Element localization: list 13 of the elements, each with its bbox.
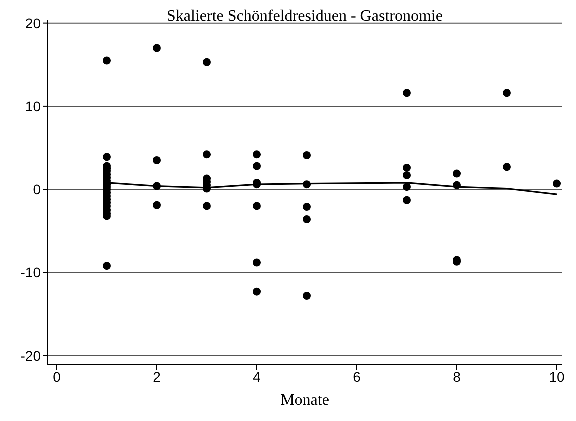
y-tick-label: -10 (20, 264, 42, 281)
x-tick-label: 2 (153, 368, 162, 385)
x-tick-label: 10 (549, 368, 565, 385)
x-tick-label: 8 (453, 368, 462, 385)
x-axis-title: Monate (280, 392, 330, 410)
y-tick-label: 20 (25, 15, 42, 32)
x-tick-label: 4 (253, 368, 262, 385)
y-tick-label: 0 (33, 182, 42, 198)
x-tick-label: 0 (53, 368, 62, 385)
y-tick-label: -20 (20, 348, 42, 364)
chart-title: Skalierte Schönfeldresiduen - Gastronomie (166, 8, 444, 26)
y-tick-label: 10 (25, 98, 42, 114)
x-tick-label: 6 (353, 368, 362, 385)
